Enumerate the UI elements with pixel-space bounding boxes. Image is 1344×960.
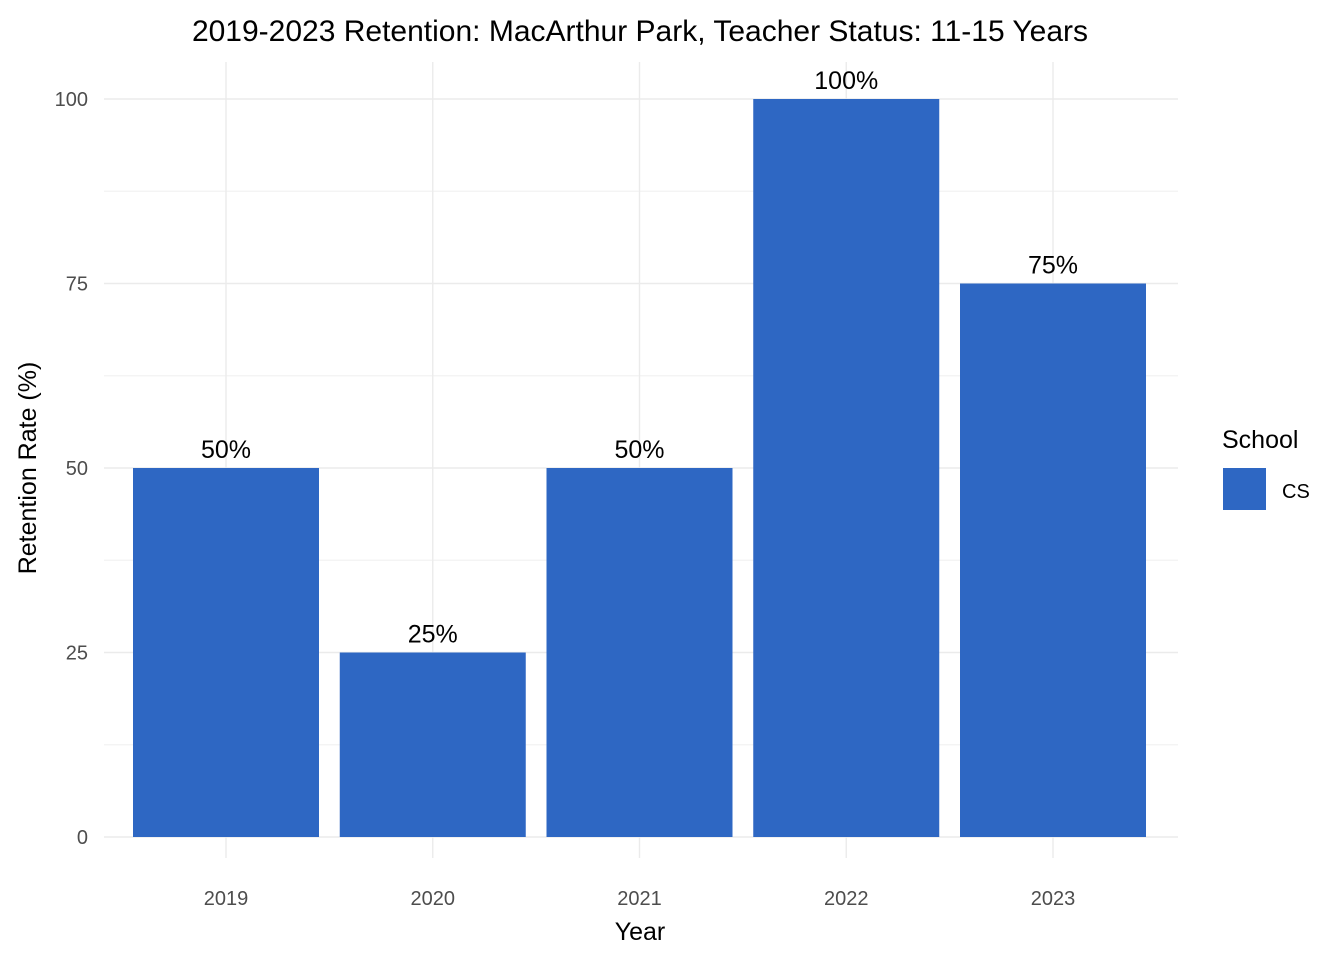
legend-swatch-cs (1223, 468, 1266, 510)
data-labels: 50% 25% 50% 100% 75% (201, 67, 1078, 649)
data-label-2020: 25% (408, 621, 458, 649)
data-label-2023: 75% (1028, 252, 1078, 280)
bar-2020 (339, 652, 526, 837)
y-tick-label-50: 50 (66, 458, 88, 480)
x-tick-label-2023: 2023 (1031, 888, 1076, 910)
data-label-2019: 50% (201, 436, 251, 464)
x-tick-label-2020: 2020 (411, 888, 456, 910)
x-axis-title: Year (615, 918, 666, 946)
data-label-2022: 100% (814, 67, 878, 95)
bar-2021 (546, 468, 733, 837)
legend-label-cs: CS (1282, 481, 1310, 503)
y-tick-label-75: 75 (66, 274, 88, 296)
bar-2022 (753, 99, 940, 837)
legend-title: School (1222, 426, 1298, 454)
bar-2019 (133, 468, 319, 837)
bar-2023 (960, 283, 1146, 837)
x-tick-label-2021: 2021 (617, 888, 662, 910)
y-tick-label-100: 100 (55, 89, 88, 111)
y-axis-title: Retention Rate (%) (14, 362, 42, 575)
y-tick-label-25: 25 (66, 643, 88, 665)
x-axis-ticks: 2019 2020 2021 2022 2023 (204, 888, 1076, 910)
y-tick-label-0: 0 (77, 827, 88, 849)
data-label-2021: 50% (614, 436, 664, 464)
legend: School CS (1222, 426, 1310, 510)
x-tick-label-2019: 2019 (204, 888, 249, 910)
chart-title: 2019-2023 Retention: MacArthur Park, Tea… (192, 15, 1088, 48)
x-tick-label-2022: 2022 (824, 888, 869, 910)
y-axis-ticks: 0 25 50 75 100 (55, 89, 88, 849)
bars (133, 99, 1146, 837)
